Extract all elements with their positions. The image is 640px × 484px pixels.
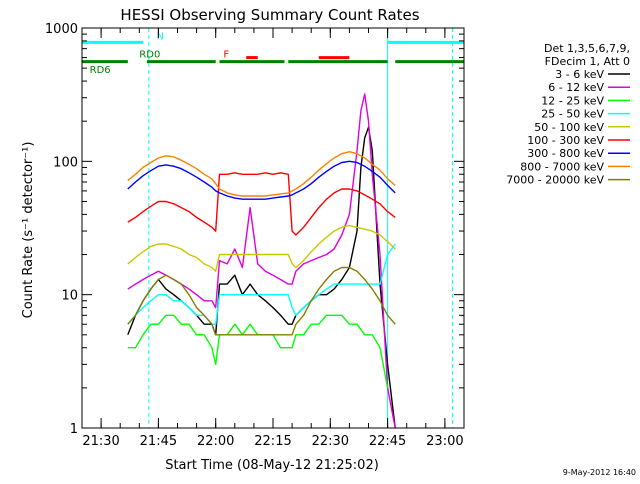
x-tick-label: 23:00 [426, 434, 463, 449]
x-tick-label: 22:00 [197, 434, 234, 449]
legend-label-4: 50 - 100 keV [534, 121, 604, 134]
series-line-0 [127, 126, 396, 429]
series-line-6 [127, 160, 396, 200]
legend-label-6: 300 - 800 keV [527, 147, 604, 160]
x-tick-label: 22:15 [254, 434, 291, 449]
x-tick-label: 21:45 [140, 434, 177, 449]
series-line-5 [127, 172, 396, 236]
plot-frame [81, 27, 465, 429]
x-tick-label: 21:30 [82, 434, 119, 449]
annotation-0: N [156, 31, 163, 42]
series-line-8 [127, 266, 396, 336]
legend-label-8: 7000 - 20000 keV [506, 174, 604, 187]
series-line-1 [127, 93, 396, 429]
annotation-3: RD6 [90, 65, 111, 76]
annotation-2: RD0 [139, 50, 160, 61]
x-tick-label: 22:45 [369, 434, 406, 449]
legend-label-2: 12 - 25 keV [541, 94, 604, 107]
series-line-3 [127, 243, 396, 325]
legend-header-line-2: FDecim 1, Att 0 [545, 55, 630, 68]
annotation-1: F [223, 50, 229, 61]
legend-label-7: 800 - 7000 keV [520, 160, 604, 173]
chart-title: HESSI Observing Summary Count Rates [120, 6, 419, 24]
plot-area: N F RD0 RD6 1 10 100 1000 21:30 21:45 22:00 22:15 22… [45, 22, 465, 449]
series-line-2 [127, 314, 389, 389]
y-axis-label: Count Rate (s⁻¹ detector⁻¹) [21, 142, 36, 319]
y-tick-label: 10 [61, 289, 78, 304]
y-tick-label: 1000 [45, 22, 78, 37]
legend-label-5: 100 - 300 keV [527, 134, 604, 147]
legend-header-line-1: Det 1,3,5,6,7,9, [544, 42, 630, 55]
footer-timestamp: 9-May-2012 16:40 [563, 468, 636, 477]
series-line-7 [127, 150, 396, 197]
legend-label-1: 6 - 12 keV [548, 81, 604, 94]
x-axis-label: Start Time (08-May-12 21:25:02) [165, 458, 379, 473]
y-tick-label: 1 [70, 422, 78, 437]
series-line-4 [127, 224, 396, 272]
legend: Det 1,3,5,6,7,9, FDecim 1, Att 0 3 - 6 k… [506, 42, 630, 187]
legend-label-3: 25 - 50 keV [541, 108, 604, 121]
legend-label-0: 3 - 6 keV [555, 68, 604, 81]
x-tick-label: 22:30 [312, 434, 349, 449]
y-tick-label: 100 [53, 155, 78, 170]
